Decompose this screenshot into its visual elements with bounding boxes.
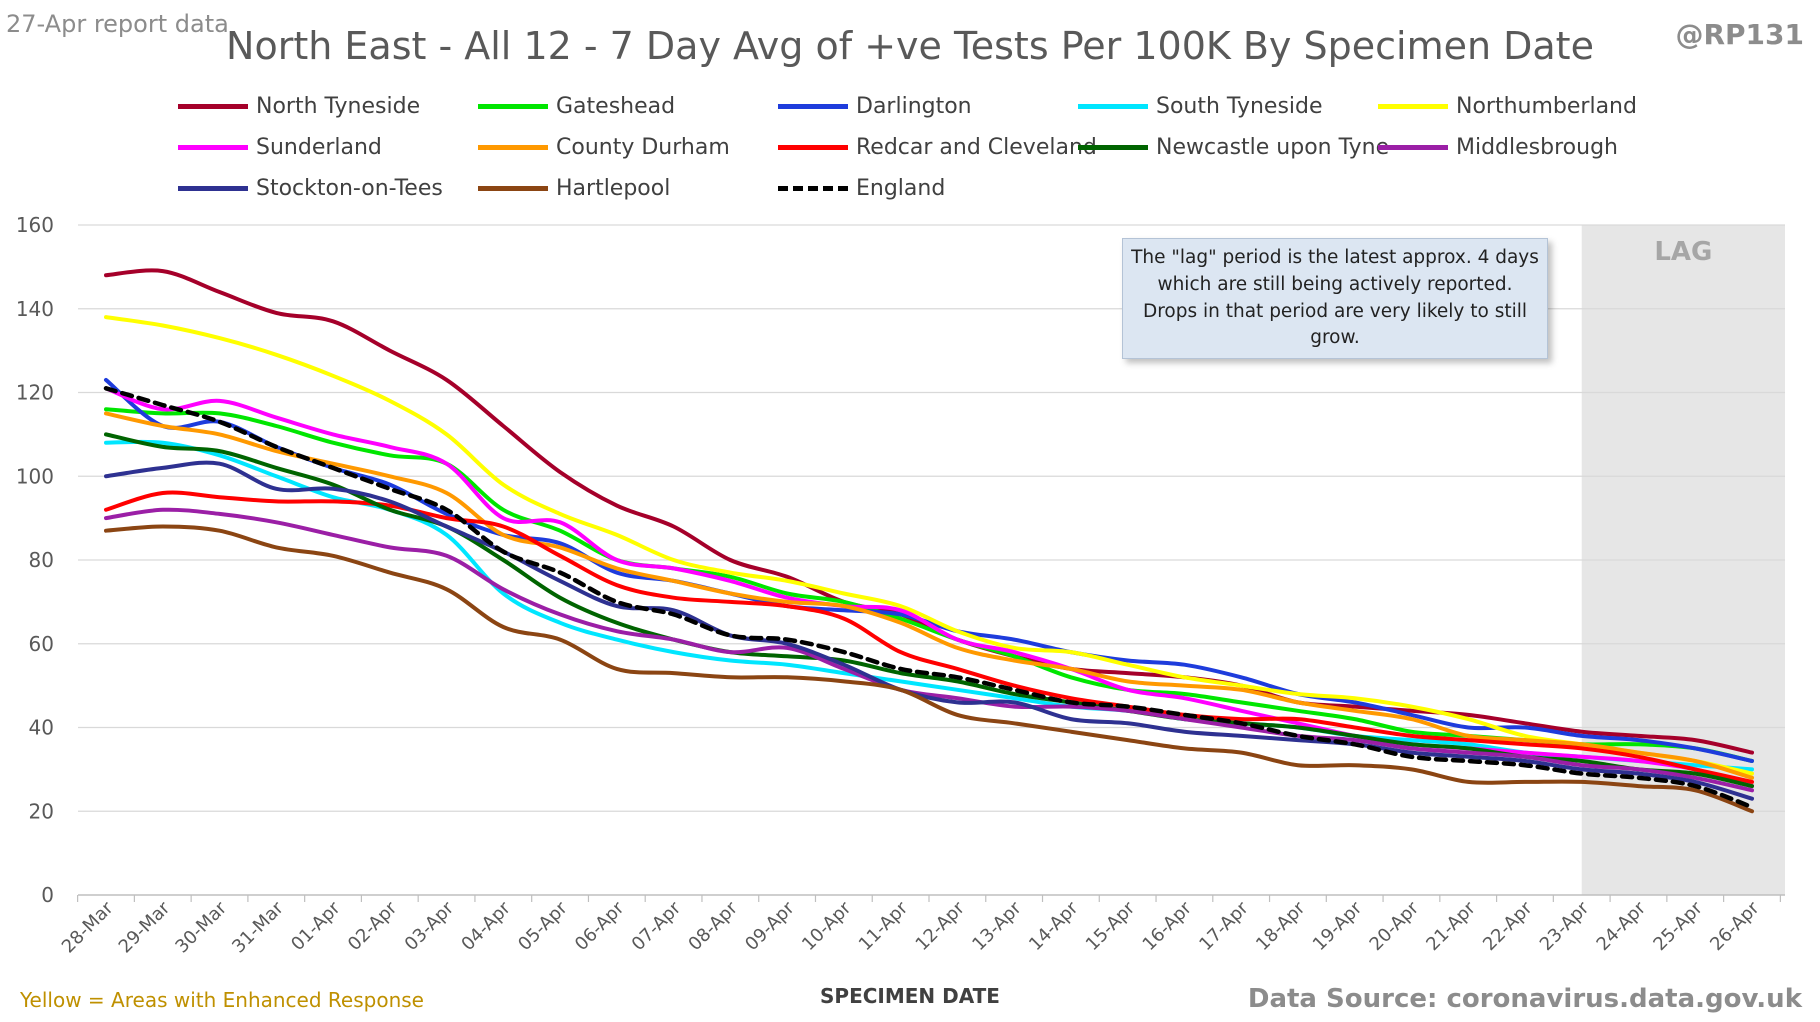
- y-tick-label: 40: [29, 716, 54, 740]
- x-tick-label: 16-Apr: [1139, 897, 1197, 955]
- author-handle: @RP131: [1675, 18, 1804, 51]
- x-tick-label: 25-Apr: [1649, 897, 1707, 955]
- y-tick-label: 0: [41, 883, 54, 907]
- legend-label: North Tyneside: [256, 94, 421, 119]
- y-tick-label: 80: [29, 548, 54, 572]
- legend-item: Hartlepool: [478, 176, 670, 201]
- legend-swatch: [1078, 145, 1148, 150]
- legend-item: Sunderland: [178, 135, 382, 160]
- x-axis-label: SPECIMEN DATE: [820, 984, 1000, 1008]
- legend-swatch: [178, 104, 248, 109]
- y-tick-label: 160: [16, 213, 54, 237]
- y-tick-label: 140: [16, 297, 54, 321]
- legend-item: South Tyneside: [1078, 94, 1323, 119]
- x-tick-label: 18-Apr: [1252, 897, 1310, 955]
- legend-swatch: [1378, 145, 1448, 150]
- y-tick-label: 120: [16, 381, 54, 405]
- y-tick-label: 100: [16, 464, 54, 488]
- legend-swatch: [1378, 104, 1448, 109]
- x-tick-label: 02-Apr: [344, 897, 402, 955]
- lag-label: LAG: [1654, 237, 1712, 267]
- legend-label: Newcastle upon Tyne: [1156, 135, 1390, 160]
- legend-label: Northumberland: [1456, 94, 1637, 119]
- legend-item: Newcastle upon Tyne: [1078, 135, 1389, 160]
- legend-item: Middlesbrough: [1378, 135, 1618, 160]
- x-tick-label: 26-Apr: [1706, 897, 1764, 955]
- legend-label: Sunderland: [256, 135, 382, 160]
- series-line-county-durham: [104, 411, 1754, 780]
- legend-swatch: [478, 145, 548, 150]
- legend-item: England: [778, 176, 945, 201]
- x-tick-label: 13-Apr: [968, 897, 1026, 955]
- x-tick-label: 04-Apr: [457, 897, 515, 955]
- x-tick-label: 12-Apr: [912, 897, 970, 955]
- legend-swatch: [478, 186, 548, 191]
- x-tick-label: 09-Apr: [741, 897, 799, 955]
- legend-label: Gateshead: [556, 94, 676, 119]
- series-line-stockton-on-tees: [104, 460, 1754, 801]
- x-tick-label: 15-Apr: [1082, 897, 1140, 955]
- series-line-newcastle-upon-tyne: [104, 432, 1754, 789]
- x-tick-label: 24-Apr: [1593, 897, 1651, 955]
- x-tick-label: 30-Mar: [171, 897, 231, 957]
- x-tick-label: 06-Apr: [571, 897, 629, 955]
- series-line-gateshead: [104, 407, 1754, 763]
- legend-label: Middlesbrough: [1456, 135, 1618, 160]
- x-tick-label: 03-Apr: [401, 897, 459, 955]
- x-tick-label: 01-Apr: [287, 897, 345, 955]
- x-tick-label: 07-Apr: [628, 897, 686, 955]
- y-tick-label: 20: [29, 799, 54, 823]
- x-tick-label: 23-Apr: [1536, 897, 1594, 955]
- x-tick-label: 14-Apr: [1025, 897, 1083, 955]
- x-tick-label: 08-Apr: [684, 897, 742, 955]
- legend-item: Stockton-on-Tees: [178, 176, 443, 201]
- x-tick-label: 17-Apr: [1195, 897, 1253, 955]
- series-line-northumberland: [104, 315, 1754, 776]
- legend-label: Stockton-on-Tees: [256, 176, 443, 201]
- y-tick-label: 60: [29, 632, 54, 656]
- series-lines: [103, 268, 1755, 814]
- series-line-redcar-and-cleveland: [104, 490, 1754, 784]
- legend-swatch: [178, 145, 248, 150]
- legend-label: Redcar and Cleveland: [856, 135, 1097, 160]
- legend-swatch: [1078, 104, 1148, 109]
- x-tick-label: 11-Apr: [855, 897, 913, 955]
- legend-label: South Tyneside: [1156, 94, 1323, 119]
- legend-swatch: [778, 145, 848, 150]
- x-tick-label: 20-Apr: [1366, 897, 1424, 955]
- legend-item: Gateshead: [478, 94, 675, 119]
- data-source: Data Source: coronavirus.data.gov.uk: [1247, 984, 1802, 1014]
- legend-swatch: [478, 104, 548, 109]
- legend-swatch: [178, 186, 248, 191]
- legend-item: North Tyneside: [178, 94, 420, 119]
- legend-label: Darlington: [856, 94, 972, 119]
- x-tick-label: 19-Apr: [1309, 897, 1367, 955]
- legend-label: County Durham: [556, 135, 730, 160]
- lag-note: The "lag" period is the latest approx. 4…: [1122, 238, 1548, 360]
- legend-item: County Durham: [478, 135, 730, 160]
- series-line-hartlepool: [104, 524, 1754, 814]
- x-tick-label: 28-Mar: [58, 897, 118, 957]
- report-date-label: 27-Apr report data: [6, 10, 229, 38]
- legend-swatch: [778, 186, 848, 191]
- footer-note: Yellow = Areas with Enhanced Response: [20, 988, 424, 1012]
- legend-item: Northumberland: [1378, 94, 1637, 119]
- x-tick-label: 29-Mar: [115, 897, 175, 957]
- legend-label: Hartlepool: [556, 176, 671, 201]
- legend-item: Darlington: [778, 94, 972, 119]
- legend-label: England: [856, 176, 946, 201]
- x-tick-label: 05-Apr: [514, 897, 572, 955]
- chart-title: North East - All 12 - 7 Day Avg of +ve T…: [226, 24, 1594, 68]
- x-tick-label: 22-Apr: [1479, 897, 1537, 955]
- x-tick-label: 10-Apr: [798, 897, 856, 955]
- series-line-middlesbrough: [104, 507, 1754, 793]
- legend-item: Redcar and Cleveland: [778, 135, 1097, 160]
- series-line-england: [103, 386, 1755, 810]
- x-tick-label: 31-Mar: [228, 897, 288, 957]
- legend-swatch: [778, 104, 848, 109]
- x-tick-label: 21-Apr: [1422, 897, 1480, 955]
